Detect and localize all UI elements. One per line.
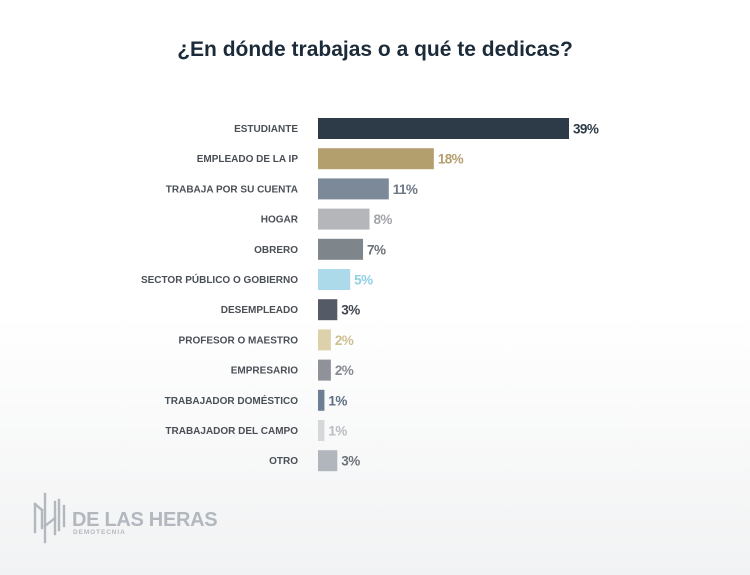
category-label: EMPLEADO DE LA IP [197, 154, 299, 165]
value-label: 5% [354, 273, 373, 288]
category-label: OTRO [269, 456, 298, 467]
value-label: 1% [328, 393, 347, 408]
category-label: OBRERO [254, 245, 298, 256]
value-label: 18% [438, 152, 464, 167]
category-label: TRABAJADOR DEL CAMPO [165, 426, 298, 437]
logo-name: DE LAS HERAS [72, 509, 218, 531]
bar [318, 299, 338, 321]
brand-logo: DE LAS HERAS DEMOTECNIA [32, 490, 222, 546]
value-label: 2% [335, 333, 354, 348]
value-label: 11% [393, 182, 418, 197]
value-label: 3% [341, 454, 360, 469]
category-label: ESTUDIANTE [234, 124, 298, 135]
logo-subtitle: DEMOTECNIA [73, 529, 126, 536]
bar [318, 118, 569, 139]
category-label: EMPRESARIO [231, 366, 298, 377]
bar [318, 208, 370, 230]
value-label: 3% [341, 303, 360, 318]
chart-title: ¿En dónde trabajas o a qué te dedicas? [177, 38, 573, 61]
category-label: DESEMPLEADO [221, 305, 298, 316]
value-label: 7% [367, 242, 386, 257]
category-label: PROFESOR O MAESTRO [179, 335, 299, 346]
bar [318, 359, 331, 381]
bar [318, 269, 351, 290]
logo-mark-icon [33, 492, 66, 544]
bar [318, 148, 434, 170]
bar [318, 450, 338, 472]
category-label: TRABAJA POR SU CUENTA [166, 184, 298, 195]
category-label: SECTOR PÚBLICO O GOBIERNO [141, 273, 298, 286]
bar [318, 329, 331, 351]
bar-chart: ESTUDIANTE 39% EMPLEADO DE LA IP 18% TRABAJA… [141, 118, 599, 472]
category-label: HOGAR [261, 215, 299, 226]
value-label: 8% [373, 212, 392, 227]
category-label: TRABAJADOR DOMÉSTICO [165, 394, 299, 407]
bar [318, 420, 325, 441]
bar [318, 389, 325, 411]
bar [318, 178, 389, 200]
value-label: 2% [335, 363, 354, 378]
value-label: 1% [328, 424, 347, 439]
value-label: 39% [573, 122, 599, 137]
bar [318, 238, 364, 260]
